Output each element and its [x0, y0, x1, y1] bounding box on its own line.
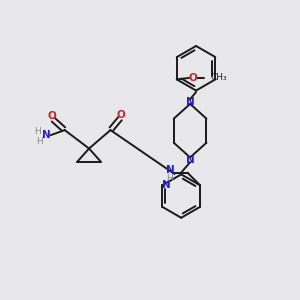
Text: O: O	[48, 111, 57, 121]
Text: N: N	[186, 155, 194, 165]
Text: N: N	[42, 130, 51, 140]
Text: N: N	[166, 165, 175, 176]
Text: H: H	[36, 137, 43, 146]
Text: H: H	[166, 174, 173, 183]
Text: N: N	[186, 97, 194, 106]
Text: O: O	[116, 110, 125, 120]
Text: CH₃: CH₃	[211, 74, 228, 82]
Text: H: H	[34, 127, 41, 136]
Text: O: O	[189, 73, 197, 83]
Text: N: N	[162, 180, 171, 190]
